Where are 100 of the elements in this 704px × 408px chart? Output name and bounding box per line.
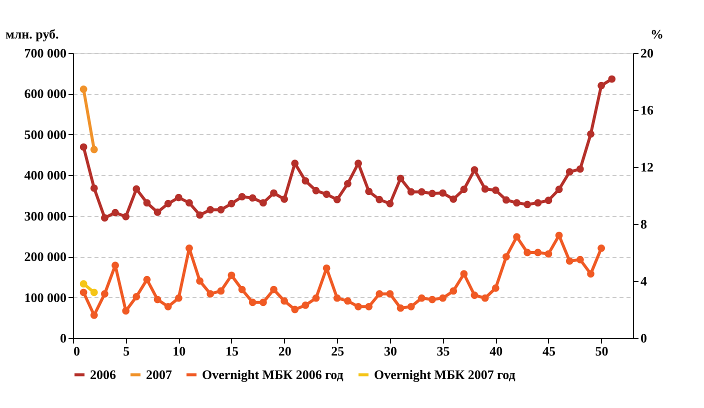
y2-tick-label: 0 xyxy=(640,330,647,346)
point xyxy=(217,287,225,295)
point xyxy=(386,290,394,298)
point xyxy=(376,290,384,298)
point xyxy=(470,292,478,299)
point xyxy=(90,146,98,154)
point xyxy=(344,297,352,305)
point xyxy=(270,286,278,294)
point xyxy=(502,253,510,260)
point xyxy=(333,196,341,204)
point xyxy=(186,199,193,207)
x-tick-label: 5 xyxy=(123,344,130,358)
x-tick-label: 30 xyxy=(384,344,397,358)
y-tick-label: 700 000 xyxy=(24,46,66,60)
y-tick-label: 200 000 xyxy=(24,249,66,264)
y2-tick-label: 8 xyxy=(640,216,648,232)
point xyxy=(333,294,341,302)
point xyxy=(481,185,489,193)
point xyxy=(291,160,299,168)
point xyxy=(280,297,288,305)
point xyxy=(555,186,563,194)
point xyxy=(80,86,88,93)
point xyxy=(396,174,404,182)
point xyxy=(587,270,594,278)
point xyxy=(90,312,98,319)
point xyxy=(513,199,520,207)
point xyxy=(428,296,436,304)
point xyxy=(122,307,130,315)
point xyxy=(154,208,162,216)
point xyxy=(312,186,320,194)
point xyxy=(439,294,447,302)
point xyxy=(460,186,468,194)
point xyxy=(598,244,606,252)
point xyxy=(439,189,447,197)
point xyxy=(418,294,426,302)
point xyxy=(450,287,458,295)
y-tick-label: 500 000 xyxy=(24,126,66,142)
point xyxy=(524,248,532,256)
y2-tick-label: 16 xyxy=(640,102,654,118)
y-tick-label: 400 000 xyxy=(24,168,66,183)
point xyxy=(544,196,552,204)
point xyxy=(80,288,88,296)
point xyxy=(90,184,98,192)
point xyxy=(291,306,299,314)
y-tick-label: 100 000 xyxy=(24,290,66,305)
y2-tick-label: 20 xyxy=(640,46,654,60)
point xyxy=(365,188,373,196)
point xyxy=(566,168,574,176)
point xyxy=(502,196,510,204)
point xyxy=(206,290,214,298)
y2-tick-label: 4 xyxy=(640,274,648,288)
y2-tick-label: 12 xyxy=(640,160,654,174)
point xyxy=(90,288,98,296)
point xyxy=(112,262,119,270)
point xyxy=(566,257,574,265)
point xyxy=(154,296,162,304)
point xyxy=(259,199,267,207)
point xyxy=(186,244,193,252)
legend-label: Overnight МБК 2007 год xyxy=(374,366,516,382)
point xyxy=(248,298,256,306)
point xyxy=(80,143,88,151)
point xyxy=(80,280,88,288)
x-tick-label: 35 xyxy=(436,344,450,358)
point xyxy=(302,177,310,185)
point xyxy=(238,286,246,294)
point xyxy=(534,199,542,207)
point xyxy=(396,304,404,312)
x-tick-label: 15 xyxy=(225,344,239,358)
point xyxy=(259,298,267,306)
point xyxy=(322,264,330,272)
point xyxy=(196,211,204,219)
point xyxy=(460,270,468,278)
point xyxy=(365,302,373,310)
point xyxy=(555,232,563,240)
point xyxy=(112,208,119,216)
point xyxy=(450,195,458,203)
point xyxy=(598,82,606,90)
point xyxy=(376,196,384,204)
x-tick-label: 10 xyxy=(172,344,186,358)
point xyxy=(544,250,552,258)
point xyxy=(174,294,182,302)
point xyxy=(354,302,362,310)
x-tick-label: 0 xyxy=(74,344,80,358)
y-tick-label: 300 000 xyxy=(24,208,66,224)
point xyxy=(513,233,520,241)
point xyxy=(470,166,478,174)
point xyxy=(100,290,108,298)
point xyxy=(228,272,236,279)
point xyxy=(524,200,532,208)
point xyxy=(492,284,500,292)
point xyxy=(344,180,352,188)
point xyxy=(481,294,489,302)
point xyxy=(217,206,225,214)
point xyxy=(492,186,500,194)
point xyxy=(576,165,584,173)
y-tick-label: 0 xyxy=(60,330,66,346)
point xyxy=(386,200,394,208)
x-tick-label: 45 xyxy=(542,344,556,358)
y-tick-label: 600 000 xyxy=(24,86,66,102)
point xyxy=(322,190,330,198)
